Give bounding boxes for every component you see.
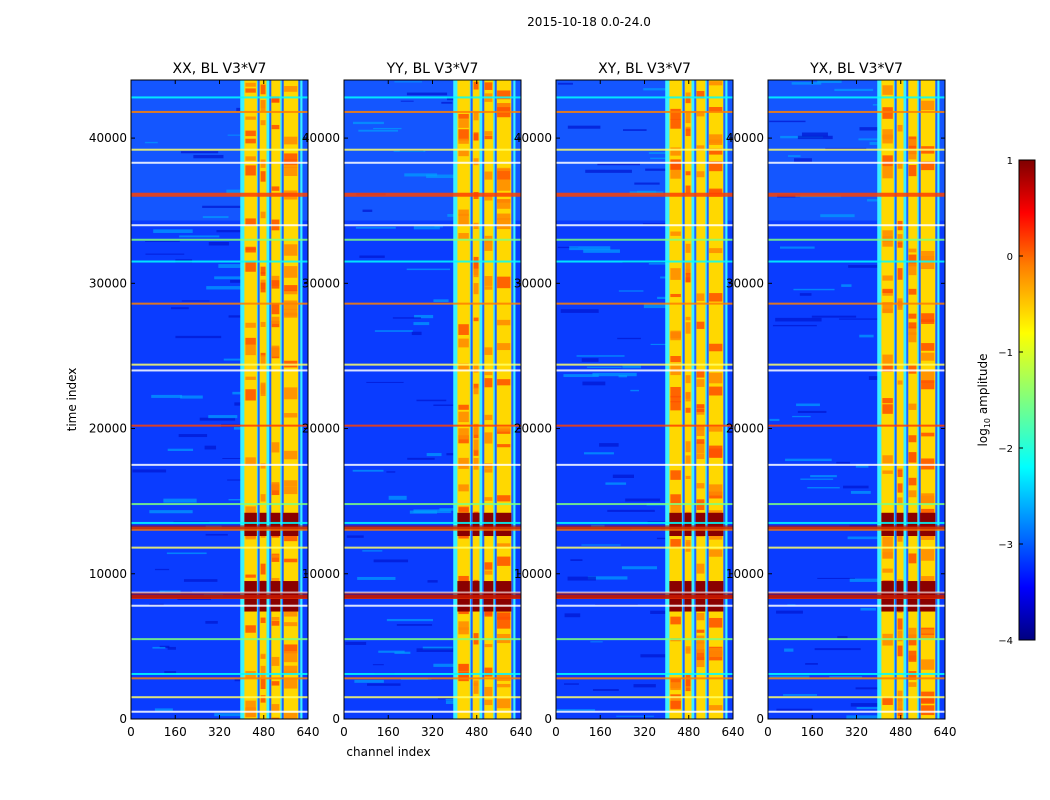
colorbar-label: log10 amplitude xyxy=(976,354,992,447)
y-axis-label: time index xyxy=(65,368,79,432)
y-tick-label: 30000 xyxy=(89,276,127,290)
x-tick-label: 160 xyxy=(377,725,400,739)
x-tick-label: 0 xyxy=(552,725,560,739)
x-tick-label: 320 xyxy=(845,725,868,739)
x-tick-label: 160 xyxy=(164,725,187,739)
x-tick-label: 640 xyxy=(297,725,320,739)
colorbar-tick-label: 1 xyxy=(1007,156,1013,167)
colorbar: 1 0 −1 −2 −3 −4 log10 amplitude xyxy=(976,156,1036,647)
x-axis-label: channel index xyxy=(346,745,430,759)
x-tick-label: 480 xyxy=(889,725,912,739)
x-tick-label: 160 xyxy=(801,725,824,739)
y-tick-label: 40000 xyxy=(89,131,127,145)
x-tick-label: 0 xyxy=(127,725,135,739)
y-tick-label: 10000 xyxy=(514,567,552,581)
x-tick-label: 320 xyxy=(208,725,231,739)
y-tick-label: 10000 xyxy=(89,567,127,581)
y-tick-label: 0 xyxy=(332,712,340,726)
y-tick-label: 30000 xyxy=(302,276,340,290)
y-tick-label: 10000 xyxy=(302,567,340,581)
x-tick-label: 640 xyxy=(722,725,745,739)
colorbar-tick-label: −4 xyxy=(998,636,1013,647)
y-tick-label: 30000 xyxy=(726,276,764,290)
colorbar-gradient xyxy=(1018,159,1036,641)
y-tick-label: 0 xyxy=(119,712,127,726)
x-tick-label: 480 xyxy=(252,725,275,739)
colorbar-tick-label: −3 xyxy=(998,540,1013,551)
heatmap-image xyxy=(131,80,308,719)
panel-3: XY, BL V3*V7 0 160 320 480 640 0 10000 20000 3000… xyxy=(514,61,745,739)
panel-title: XY, BL V3*V7 xyxy=(598,61,691,77)
y-tick-label: 40000 xyxy=(302,131,340,145)
colorbar-tick-label: −2 xyxy=(998,444,1013,455)
x-tick-label: 640 xyxy=(934,725,957,739)
y-tick-label: 0 xyxy=(756,712,764,726)
y-tick-label: 40000 xyxy=(726,131,764,145)
x-tick-label: 0 xyxy=(764,725,772,739)
y-tick-label: 20000 xyxy=(89,422,127,436)
y-tick-label: 20000 xyxy=(302,422,340,436)
heatmap-image xyxy=(768,80,945,719)
x-tick-label: 320 xyxy=(421,725,444,739)
y-tick-label: 20000 xyxy=(726,422,764,436)
y-tick-label: 40000 xyxy=(514,131,552,145)
panel-title: XX, BL V3*V7 xyxy=(173,61,267,77)
x-tick-label: 480 xyxy=(677,725,700,739)
heatmap-image xyxy=(344,80,521,719)
x-tick-label: 160 xyxy=(589,725,612,739)
panel-1: XX, BL V3*V7 0 160 320 480 640 0 10000 20000 3000… xyxy=(65,61,319,739)
panel-title: YY, BL V3*V7 xyxy=(386,61,479,77)
y-tick-label: 0 xyxy=(544,712,552,726)
x-tick-label: 0 xyxy=(340,725,348,739)
x-tick-label: 320 xyxy=(633,725,656,739)
y-tick-label: 10000 xyxy=(726,567,764,581)
panel-2: YY, BL V3*V7 0 160 320 480 640 0 10000 20000 3000… xyxy=(302,61,533,759)
panel-title: YX, BL V3*V7 xyxy=(809,61,903,77)
panels: XX, BL V3*V7 0 160 320 480 640 0 10000 20000 3000… xyxy=(65,61,956,759)
y-tick-label: 20000 xyxy=(514,422,552,436)
figure-suptitle: 2015-10-18 0.0-24.0 xyxy=(527,15,651,29)
x-tick-label: 480 xyxy=(465,725,488,739)
colorbar-tick-label: −1 xyxy=(998,348,1013,359)
y-tick-label: 30000 xyxy=(514,276,552,290)
colorbar-ticks: 1 0 −1 −2 −3 −4 xyxy=(998,156,1023,647)
x-tick-label: 640 xyxy=(510,725,533,739)
colorbar-tick-label: 0 xyxy=(1007,252,1013,263)
heatmap-image xyxy=(556,80,733,719)
panel-4: YX, BL V3*V7 0 160 320 480 640 0 10000 20000 3000… xyxy=(726,61,957,739)
